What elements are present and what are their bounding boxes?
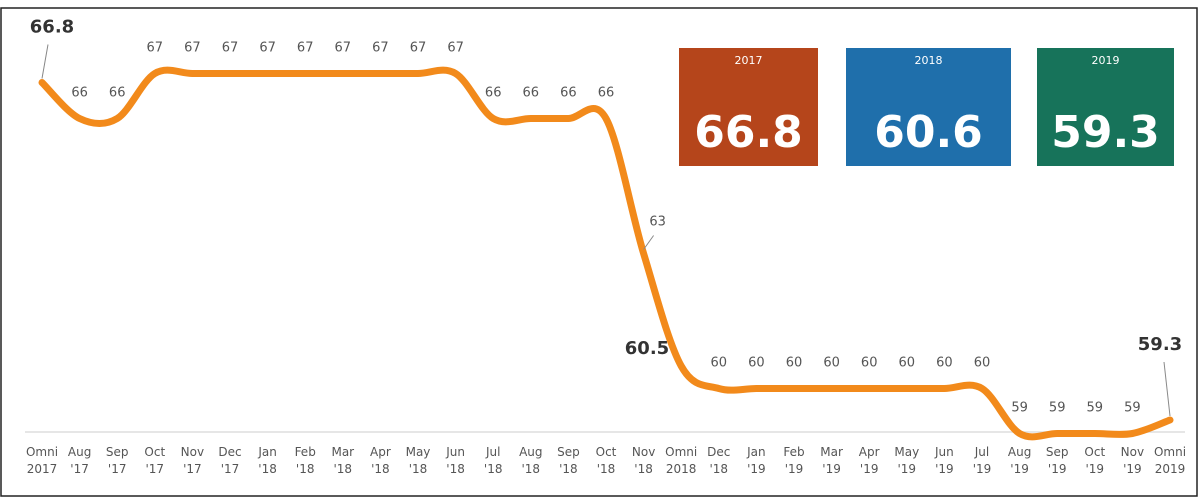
data-label: 60: [899, 356, 916, 371]
summary-box: 2019 59.3: [1037, 48, 1174, 166]
x-tick-label: Aug '19: [1007, 445, 1032, 476]
x-tick-label: Omni 2018: [665, 445, 698, 476]
data-label: 60: [711, 356, 728, 371]
data-label: 67: [335, 41, 352, 56]
x-tick-label: Jul '19: [972, 445, 992, 476]
x-tick-label: Aug '18: [519, 445, 543, 476]
data-label: 66: [109, 86, 126, 101]
data-label: 63: [649, 215, 666, 230]
summary-year: 2018: [914, 54, 943, 67]
x-tick-label: May '18: [405, 445, 431, 476]
data-label: 59: [1049, 401, 1066, 416]
data-label: 60: [748, 356, 765, 371]
data-label: 60: [861, 356, 878, 371]
x-tick-label: Sep '18: [557, 445, 580, 476]
x-tick-label: Feb '19: [783, 445, 805, 476]
x-tick-label: Mar '18: [331, 445, 355, 476]
leader: [1163, 361, 1171, 417]
x-tick-label: Mar '19: [820, 445, 843, 476]
x-tick-label: May '19: [894, 445, 920, 476]
data-label: 67: [297, 41, 314, 56]
summary-year: 2017: [734, 54, 763, 67]
x-tick-label: Feb '18: [294, 445, 316, 476]
data-label: 59: [1087, 401, 1104, 416]
data-label: 66: [485, 86, 502, 101]
summary-value: 60.6: [874, 107, 983, 158]
x-tick-label: Jan '18: [258, 445, 277, 476]
data-label: 66.8: [30, 17, 74, 38]
data-label: 66: [71, 86, 88, 101]
data-label: 59: [1124, 401, 1141, 416]
summary-value: 59.3: [1051, 107, 1160, 158]
x-tick-label: Oct '19: [1084, 445, 1106, 476]
summary-box: 2018 60.6: [846, 48, 1011, 166]
data-label: 67: [259, 41, 276, 56]
data-label: 59: [1011, 401, 1028, 416]
x-tick-label: Sep '19: [1045, 445, 1069, 476]
leader: [41, 44, 49, 79]
data-label: 67: [447, 41, 464, 56]
summary-year: 2019: [1091, 54, 1120, 67]
data-label: 67: [147, 41, 164, 56]
data-label: 60: [823, 356, 840, 371]
data-label: 66: [560, 86, 577, 101]
leader: [643, 235, 655, 250]
x-tick-label: Dec '17: [218, 445, 242, 476]
x-tick-label: Apr '18: [370, 445, 391, 476]
x-tick-label: Apr '19: [858, 445, 880, 476]
x-tick-label: Jun '19: [935, 445, 954, 476]
summary-value: 66.8: [694, 107, 803, 158]
data-label: 60: [786, 356, 803, 371]
x-tick-label: Omni 2019: [1153, 445, 1187, 476]
x-tick-label: Nov '19: [1120, 445, 1145, 476]
x-tick-label: Dec '18: [707, 445, 731, 476]
x-tick-label: Oct '18: [595, 445, 617, 476]
x-tick-label: Nov '17: [180, 445, 205, 476]
data-label: 59.3: [1138, 334, 1182, 355]
x-tick-label: Jun '18: [446, 445, 465, 476]
x-tick-label: Jul '18: [483, 445, 503, 476]
x-tick-label: Nov '18: [631, 445, 656, 476]
line: [38, 66, 1174, 441]
summary-box: 2017 66.8: [679, 48, 818, 166]
data-label: 60: [936, 356, 953, 371]
data-label: 67: [222, 41, 239, 56]
x-tick-label: Jan '19: [747, 445, 766, 476]
x-tick-label: Omni 2017: [25, 445, 59, 476]
frame: [0, 7, 1198, 497]
data-label: 67: [184, 41, 201, 56]
x-tick-label: Sep '17: [105, 445, 129, 476]
x-tick-label: Oct '17: [144, 445, 166, 476]
data-label: 60.5: [625, 338, 669, 359]
data-label: 66: [598, 86, 615, 101]
x-tick-label: Aug '17: [67, 445, 92, 476]
data-label: 60: [974, 356, 991, 371]
data-label: 67: [372, 41, 389, 56]
data-label: 67: [410, 41, 427, 56]
data-label: 66: [523, 86, 540, 101]
